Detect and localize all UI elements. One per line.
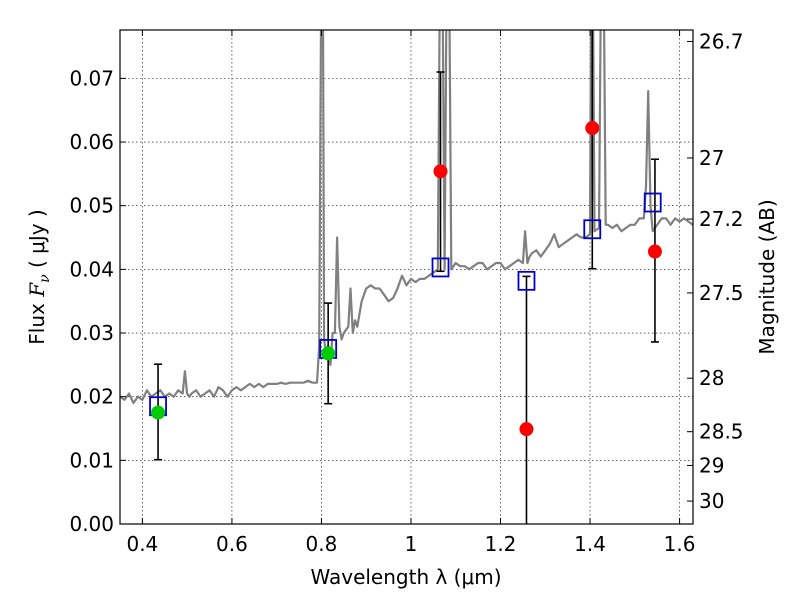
y-tick-label-1: 0.01 [69,448,114,472]
model-point-2 [431,257,450,278]
y-tick-label-6: 0.06 [69,130,114,154]
x-tick-label-3: 1 [405,532,418,556]
y2-tick-label-7: 30 [699,489,724,513]
x-tick-label-2: 0.8 [306,532,338,556]
data-markers [149,121,662,437]
x-tick-label-4: 1.2 [485,532,517,556]
limit-point-1 [519,422,534,437]
y-tick-label-2: 0.02 [69,385,114,409]
y2-tick-label-1: 27 [699,146,724,170]
error-bars [154,30,659,524]
y-axis-label: Flux Fν ( μJy ) [25,209,53,344]
limit-point-0 [433,164,448,179]
plot-data [120,30,693,524]
y2-tick-label-4: 28 [699,366,724,390]
limit-point-2 [585,121,600,136]
y2-axis-ticks: 26.7 27 27.2 27.5 28 28.5 29 30 [687,29,744,513]
spectrum-series [120,30,693,405]
y-tick-label-7: 0.07 [69,66,114,90]
x-tick-label-1: 0.6 [216,532,248,556]
limit-errorbar-1 [522,275,531,524]
y-tick-label-3: 0.03 [69,321,114,345]
x-tick-label-5: 1.4 [574,532,606,556]
x-axis-ticks: 0.4 0.6 0.8 1 1.2 1.4 1.6 [126,30,695,556]
y-axis-label-suffix: ( μJy ) [25,209,49,274]
x-tick-label-6: 1.6 [664,532,696,556]
model-point-3 [517,270,536,291]
y2-tick-label-5: 28.5 [699,420,744,444]
x-tick-label-0: 0.4 [126,532,158,556]
model-point-4 [583,219,602,240]
model-point-5 [643,192,662,213]
limit-errorbar-2 [588,30,597,270]
x-axis-label: Wavelength λ (μm) [310,565,501,589]
y-tick-label-5: 0.05 [69,194,114,218]
y2-tick-label-6: 29 [699,453,724,477]
y-axis-label-prefix: Flux [25,297,49,345]
y2-axis-label: Magnitude (AB) [755,199,779,354]
y-axis-label-symbol: F [25,282,49,298]
spectrum-line [120,30,693,405]
y2-tick-label-2: 27.2 [699,207,744,231]
y2-tick-label-3: 27.5 [699,281,744,305]
grid-lines [120,30,693,525]
y-axis-ticks: 0.00 0.01 0.02 0.03 0.04 0.05 0.06 0.07 [69,66,126,536]
y-tick-label-0: 0.00 [69,512,114,536]
plot-frame [119,29,694,525]
y-tick-label-4: 0.04 [69,257,114,281]
limit-point-3 [647,244,662,259]
y-axis-label-subscript: ν [37,274,53,283]
y2-tick-label-0: 26.7 [699,29,744,53]
detection-point-1 [321,346,336,361]
detection-point-0 [151,405,166,420]
